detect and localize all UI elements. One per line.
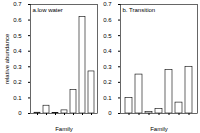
svg-text:0: 0 xyxy=(108,110,112,116)
svg-text:0.6: 0.6 xyxy=(13,17,22,23)
svg-text:0.6: 0.6 xyxy=(103,17,112,23)
svg-text:0.1: 0.1 xyxy=(13,95,22,101)
svg-text:0.3: 0.3 xyxy=(103,64,112,70)
svg-text:0.4: 0.4 xyxy=(103,48,112,54)
svg-text:0.7: 0.7 xyxy=(13,1,22,7)
svg-text:Family: Family xyxy=(150,126,168,132)
svg-text:0: 0 xyxy=(18,110,22,116)
svg-text:0.5: 0.5 xyxy=(103,33,112,39)
svg-text:Family: Family xyxy=(55,126,73,132)
svg-text:a.low water: a.low water xyxy=(33,7,63,13)
svg-text:0.3: 0.3 xyxy=(13,64,22,70)
svg-text:b. Transition: b. Transition xyxy=(123,7,156,13)
svg-text:0.1: 0.1 xyxy=(103,95,112,101)
svg-text:0.2: 0.2 xyxy=(103,79,112,85)
svg-text:0.4: 0.4 xyxy=(13,48,22,54)
svg-text:0.7: 0.7 xyxy=(103,1,112,7)
svg-text:0.5: 0.5 xyxy=(13,33,22,39)
svg-text:0.2: 0.2 xyxy=(13,79,22,85)
svg-text:relative abundance: relative abundance xyxy=(4,33,10,84)
